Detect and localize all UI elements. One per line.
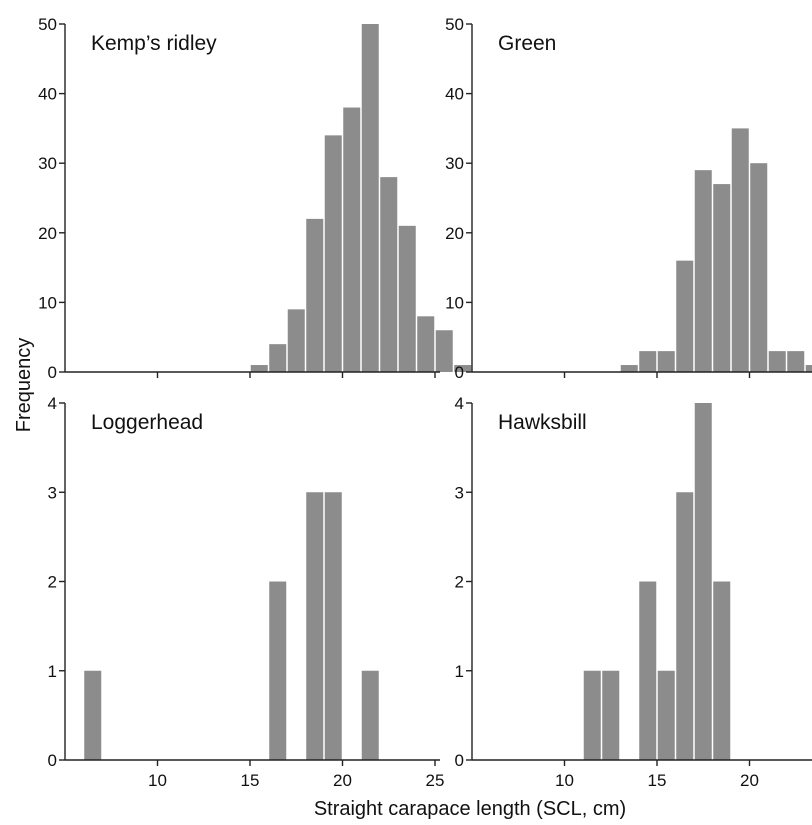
histogram-bar [287, 309, 305, 372]
y-tick-label: 10 [38, 293, 57, 312]
histogram-bar [583, 670, 601, 760]
histogram-bar [269, 344, 287, 372]
y-tick-label: 40 [38, 85, 57, 104]
y-tick-label: 0 [48, 751, 57, 770]
histogram-bar [380, 177, 398, 372]
panel-green: 0 10 20 30 40 50 Green [445, 15, 812, 382]
x-tick-label: 15 [648, 771, 667, 790]
y-tick-label: 50 [38, 15, 57, 34]
y-tick-label: 2 [455, 573, 464, 592]
histogram-bar [787, 351, 805, 372]
histogram-bar [805, 365, 812, 372]
histogram-bar [250, 365, 268, 372]
histogram-bar [768, 351, 786, 372]
histogram-bar [657, 670, 675, 760]
y-tick-label: 3 [455, 483, 464, 502]
histogram-bar [361, 24, 379, 372]
histogram-bar [750, 163, 768, 372]
histogram-bar [694, 403, 712, 760]
histogram-bar [639, 581, 657, 760]
y-tick-label: 30 [38, 154, 57, 173]
y-tick-label: 10 [445, 293, 464, 312]
panel-hawksbill: 0 1 2 3 4 10 15 20 Hawksbill [455, 394, 812, 790]
y-tick-label: 2 [48, 573, 57, 592]
x-tick-label: 20 [333, 771, 352, 790]
histogram-bar [713, 581, 731, 760]
y-tick-label: 3 [48, 483, 57, 502]
histogram-bar [306, 218, 324, 372]
panel-title: Loggerhead [91, 411, 203, 434]
histogram-bar [435, 330, 453, 372]
histogram-bar [657, 351, 675, 372]
y-tick-label: 4 [48, 394, 57, 413]
histogram-bar [269, 581, 287, 760]
y-tick-label: 30 [445, 154, 464, 173]
panel-title: Green [498, 32, 556, 55]
y-tick-label: 20 [38, 224, 57, 243]
x-tick-label: 25 [426, 771, 445, 790]
panel-title: Kemp’s ridley [91, 32, 217, 55]
x-axis-title: Straight carapace length (SCL, cm) [314, 798, 626, 820]
panel-kemp-s-ridley: 0 10 20 30 40 50 Kemp’s ridley [38, 15, 472, 382]
x-tick-label: 20 [740, 771, 759, 790]
x-tick-label: 10 [148, 771, 167, 790]
histogram-bar [454, 365, 472, 372]
y-tick-label: 1 [455, 662, 464, 681]
y-tick-label: 0 [455, 363, 464, 382]
y-tick-label: 0 [48, 363, 57, 382]
panel-loggerhead: 0 1 2 3 4 10 15 20 25 Loggerhead [48, 394, 445, 790]
histogram-bar [306, 492, 324, 760]
histogram-bar [84, 670, 102, 760]
y-tick-label: 40 [445, 85, 464, 104]
histogram-bar [731, 128, 749, 372]
histogram-bar [676, 260, 694, 372]
y-axis-title: Frequency [13, 338, 35, 433]
histogram-bar [694, 170, 712, 372]
y-tick-label: 0 [455, 751, 464, 770]
x-tick-label: 15 [241, 771, 260, 790]
histogram-bar [602, 670, 620, 760]
histogram-bar [620, 365, 638, 372]
x-tick-label: 10 [555, 771, 574, 790]
y-tick-label: 50 [445, 15, 464, 34]
histogram-bar [676, 492, 694, 760]
histogram-bar [324, 135, 342, 372]
histogram-bar [639, 351, 657, 372]
histogram-bar [713, 184, 731, 372]
y-tick-label: 20 [445, 224, 464, 243]
histogram-bar [417, 316, 435, 372]
panel-title: Hawksbill [498, 411, 587, 434]
y-tick-label: 1 [48, 662, 57, 681]
histogram-bar [324, 492, 342, 760]
histogram-bar [361, 670, 379, 760]
y-tick-label: 4 [455, 394, 464, 413]
histogram-bar [343, 107, 361, 373]
histogram-bar [398, 225, 416, 372]
